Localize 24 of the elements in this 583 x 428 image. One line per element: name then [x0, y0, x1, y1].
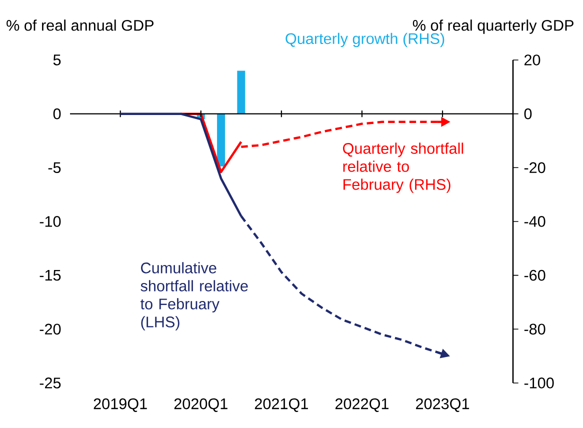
text: Quarterly growth (RHS)	[286, 32, 444, 48]
y2-tick-label: 20	[524, 54, 540, 66]
y-tick-label: 5	[53, 54, 61, 66]
y2-tick-label: -20	[524, 162, 546, 174]
y-tick-label: -10	[40, 216, 61, 227]
y-tick-label: -5	[48, 162, 61, 174]
y2-tick-label: -40	[524, 216, 546, 227]
y2-axis-title: % of real quarterly GDP	[412, 20, 574, 34]
x-tick-label: 2020Q1	[174, 398, 228, 412]
y2-tick-label: -100	[524, 378, 554, 388]
x-tick-label: 2019Q1	[94, 398, 147, 412]
y2-tick-label: -80	[524, 324, 546, 335]
series-label: Cumulative shortfall relative to February (LHS)	[140, 262, 248, 330]
x-tick-label: 2023Q1	[416, 398, 470, 412]
y-axis-title: % of real annual GDP	[6, 20, 154, 31]
y2-tick-label: -60	[524, 270, 546, 281]
y2-tick-label: 0	[524, 108, 532, 120]
y-tick-label: -25	[40, 378, 61, 388]
x-tick-label: 2021Q1	[254, 398, 308, 412]
y-tick-label: 0	[53, 108, 61, 120]
y-tick-label: -20	[40, 324, 61, 335]
x-tick-label: 2022Q1	[335, 398, 388, 412]
series-label: Quarterly shortfall relative to February (RHS)	[343, 142, 464, 193]
y-tick-label: -15	[40, 270, 61, 281]
